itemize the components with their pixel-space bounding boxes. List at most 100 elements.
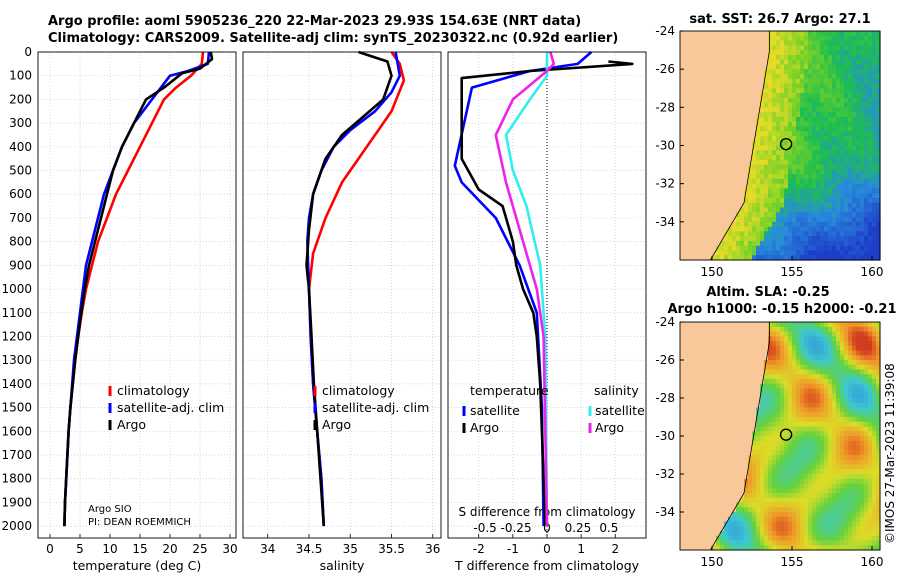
panel-salinity: 34 34.5 35 35.5 36 salinity climatology satelli…	[242, 50, 442, 573]
legend-label: Argo	[595, 420, 624, 435]
map-y-tick-label: -24	[655, 315, 675, 329]
map-y-tick-label: -34	[655, 505, 675, 519]
x-tick-label: -1	[507, 542, 519, 556]
depth-tick-label: 1200	[1, 329, 32, 343]
series-s-argo	[494, 51, 556, 527]
map-y-tick-label: -24	[655, 24, 675, 38]
title-line-1: Argo profile: aoml 5905236_220 22-Mar-20…	[48, 14, 582, 29]
s-tick-label: -0.25	[501, 521, 532, 535]
series-s-satellite	[504, 52, 549, 527]
x-tick-label: 35.5	[378, 542, 405, 556]
x-tick-label: 30	[222, 542, 237, 556]
pi-annotation: Argo SIO	[88, 504, 132, 515]
legend-label: satellite-adj. clim	[322, 400, 429, 415]
x-tick-label: 10	[102, 542, 117, 556]
map-y-tick-label: -28	[655, 391, 675, 405]
x-tick-label: 1	[577, 542, 585, 556]
depth-tick-label: 2000	[1, 519, 32, 533]
sst-map-field	[680, 31, 881, 261]
x-tick-label: 5	[76, 542, 84, 556]
series-t-argo	[460, 60, 634, 527]
depth-tick-label: 1700	[1, 448, 32, 462]
legend-label: satellite-adj. clim	[117, 400, 224, 415]
map-y-tick-label: -32	[655, 467, 675, 481]
depth-tick-label: 1600	[1, 424, 32, 438]
x-tick-label: 34.5	[296, 542, 323, 556]
sla-map-field	[680, 322, 881, 551]
legend-label: satellite	[470, 403, 520, 418]
x-tick-label: 15	[132, 542, 147, 556]
map-x-tick-label: 160	[861, 265, 884, 279]
s-tick-label: 0	[543, 521, 551, 535]
depth-tick-label: 200	[9, 92, 32, 106]
map-y-tick-label: -26	[655, 353, 675, 367]
sst-map-title: sat. SST: 26.7 Argo: 27.1	[689, 12, 870, 27]
sst-map-argo-marker	[779, 137, 793, 151]
x-tick-label: -2	[473, 542, 485, 556]
legend-heading-temperature: temperature	[470, 383, 549, 398]
sst-map-coastline	[710, 31, 770, 261]
depth-tick-label: 0	[24, 45, 32, 59]
sla-map-coastline	[710, 322, 770, 551]
sla-map-subtitle: Argo h1000: -0.15 h2000: -0.21	[667, 302, 896, 317]
s-tick-label: -0.5	[473, 521, 496, 535]
map-y-tick-label: -30	[655, 429, 675, 443]
map-y-tick-label: -26	[655, 62, 675, 76]
x-tick-label: 0	[543, 542, 551, 556]
plot-frame	[242, 51, 442, 539]
depth-tick-label: 100	[9, 69, 32, 83]
pi-annotation: PI: DEAN ROEMMICH	[88, 517, 191, 528]
depth-tick-label: 500	[9, 164, 32, 178]
depth-tick-label: 700	[9, 211, 32, 225]
sla-map-argo-marker	[779, 428, 793, 441]
depth-tick-label: 1800	[1, 472, 32, 486]
depth-tick-label: 1000	[1, 282, 32, 296]
panel-temperature: 0100200300400500600700800900100011001200…	[1, 45, 237, 573]
legend-label: Argo	[117, 417, 146, 432]
map-y-tick-label: -30	[655, 139, 675, 153]
legend-label: Argo	[470, 420, 499, 435]
title-line-2: Climatology: CARS2009. Satellite-adj cli…	[48, 31, 619, 46]
map-x-tick-label: 155	[781, 265, 804, 279]
map-y-tick-label: -32	[655, 177, 675, 191]
depth-tick-label: 800	[9, 235, 32, 249]
depth-tick-label: 400	[9, 140, 32, 154]
map-x-tick-label: 150	[701, 555, 724, 569]
legend-label: climatology	[117, 383, 190, 398]
depth-tick-label: 900	[9, 258, 32, 272]
x-tick-label: 0	[46, 542, 54, 556]
depth-tick-label: 300	[9, 116, 32, 130]
depth-tick-label: 1900	[1, 495, 32, 509]
x-axis-label: temperature (deg C)	[73, 558, 202, 573]
map-x-tick-label: 155	[781, 555, 804, 569]
legend-label: satellite	[595, 403, 645, 418]
map-y-tick-label: -34	[655, 215, 675, 229]
sla-map-title: Altim. SLA: -0.25	[706, 285, 829, 300]
s-tick-label: 0.5	[599, 521, 618, 535]
depth-tick-label: 1400	[1, 377, 32, 391]
depth-tick-label: 1100	[1, 306, 32, 320]
map-x-tick-label: 150	[701, 265, 724, 279]
depth-tick-label: 600	[9, 187, 32, 201]
legend-label: Argo	[322, 417, 351, 432]
depth-tick-label: 1300	[1, 353, 32, 367]
x-tick-label: 36	[425, 542, 440, 556]
x-tick-label: 25	[192, 542, 207, 556]
x-tick-label: 2	[611, 542, 619, 556]
plot-area	[38, 52, 236, 538]
x-axis-label: salinity	[320, 558, 365, 573]
map-x-tick-label: 160	[861, 555, 884, 569]
plot-area	[243, 52, 441, 538]
depth-tick-label: 1500	[1, 401, 32, 415]
plot-frame	[447, 51, 647, 539]
sla-map: -24 -26 -28 -30 -32 -34 150 155 160 Altim. SLA: -…	[655, 285, 896, 569]
legend-label: climatology	[322, 383, 395, 398]
map-y-tick-label: -28	[655, 100, 675, 114]
x-tick-label: 35	[343, 542, 358, 556]
plot-frame	[37, 51, 237, 539]
x-tick-label: 34	[260, 542, 275, 556]
sst-map: -24 -26 -28 -30 -32 -34 150 155 160 sat. SST: 26.…	[655, 12, 883, 279]
x-axis-label: T difference from climatology	[454, 558, 640, 573]
s-tick-label: 0.25	[565, 521, 592, 535]
